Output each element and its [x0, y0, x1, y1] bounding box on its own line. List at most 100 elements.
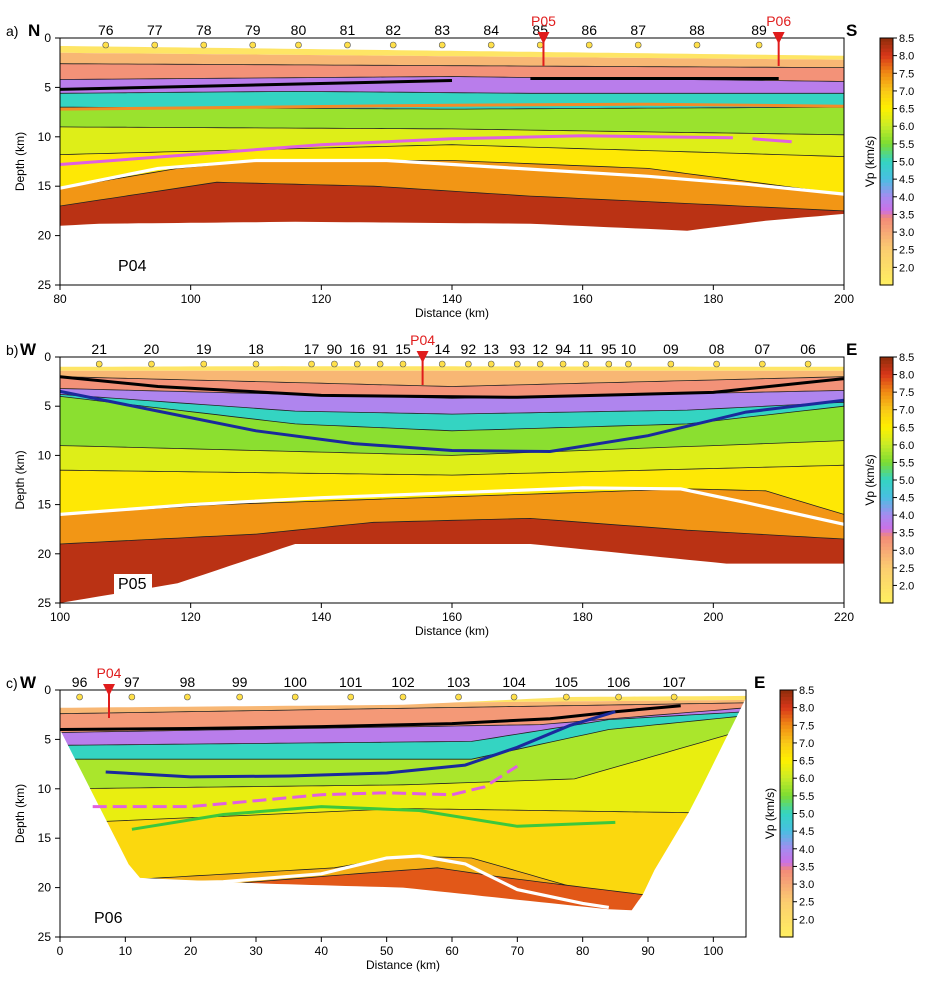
velocity-band: [60, 396, 844, 456]
y-axis-label: Depth (km): [13, 450, 27, 509]
station-marker: [399, 693, 407, 701]
colorbar-swatch: [780, 926, 793, 931]
colorbar-tick-label: 5.5: [899, 139, 914, 151]
colorbar-swatch: [780, 757, 793, 762]
station-marker: [615, 693, 622, 701]
x-tick-label: 0: [57, 944, 64, 958]
y-tick-label: 5: [44, 732, 51, 746]
colorbar-swatch: [880, 595, 893, 601]
colorbar-swatch: [880, 136, 893, 141]
colorbar-swatch: [880, 497, 893, 502]
colorbar-swatch: [880, 402, 893, 407]
colorbar-swatch: [880, 179, 893, 184]
x-tick-label: 80: [576, 944, 590, 958]
station-marker: [438, 360, 446, 368]
panel-c: 0 10 20 30 40 50 60 70 80 90 100 0 5 10 15 20 25 Distance…: [6, 665, 814, 972]
x-tick-label: 20: [184, 944, 198, 958]
colorbar-swatch: [880, 122, 893, 127]
crossing-label: P05: [531, 13, 556, 29]
station-marker: [95, 360, 103, 368]
colorbar-swatch: [880, 182, 893, 187]
station-marker: [759, 360, 766, 368]
x-tick-label: 160: [573, 292, 593, 306]
station-label: 78: [196, 22, 212, 38]
colorbar-swatch: [880, 165, 893, 170]
y-axis-label: Depth (km): [13, 784, 27, 843]
station-label: 13: [483, 341, 499, 357]
colorbar-swatch: [880, 553, 893, 558]
colorbar-swatch: [880, 399, 893, 404]
station-marker: [563, 693, 570, 701]
station-label: 94: [555, 341, 571, 357]
colorbar-swatch: [880, 588, 893, 594]
station-label: 103: [447, 674, 471, 690]
colorbar-swatch: [880, 465, 893, 471]
colorbar-tick-label: 5.5: [899, 457, 914, 469]
colorbar-swatch: [880, 94, 893, 99]
colorbar-swatch: [880, 455, 893, 460]
colorbar-swatch: [880, 560, 893, 565]
colorbar-swatch: [880, 423, 893, 428]
colorbar-swatch: [880, 270, 893, 276]
colorbar-swatch: [880, 101, 893, 106]
crossing-label: P04: [97, 665, 122, 681]
colorbar-swatch: [880, 126, 893, 131]
colorbar-swatch: [880, 441, 893, 446]
profile-label-box: P05: [114, 574, 152, 594]
velocity-contour: [60, 144, 844, 157]
colorbar-swatch: [780, 820, 793, 825]
station-marker: [487, 41, 495, 49]
colorbar-swatch: [880, 157, 893, 163]
profile-label-bg: [114, 574, 152, 594]
colorbar-swatch: [780, 813, 793, 818]
colorbar-swatch: [880, 193, 893, 198]
colorbar-swatch: [880, 539, 893, 544]
colorbar-swatch: [880, 592, 893, 597]
colorbar-swatch: [780, 799, 793, 804]
station-marker: [252, 360, 260, 368]
colorbar-swatch: [880, 472, 893, 478]
right-direction: S: [846, 21, 857, 40]
colorbar-swatch: [880, 200, 893, 205]
colorbar-swatch: [880, 504, 893, 509]
colorbar-swatch: [780, 693, 793, 698]
crossing-marker: [772, 32, 785, 44]
colorbar-tick-label: 4.0: [899, 192, 914, 204]
station-label: 14: [434, 341, 450, 357]
colorbar-swatch: [880, 274, 893, 279]
colorbar-swatch: [780, 862, 793, 868]
station-marker: [128, 693, 136, 701]
colorbar-swatch: [880, 260, 893, 265]
colorbar-swatch: [780, 873, 793, 878]
colorbar-label: Vp (km/s): [763, 788, 777, 839]
interface-blue: [59, 389, 845, 454]
colorbar-tick-label: 3.5: [799, 861, 814, 873]
station-marker: [713, 360, 720, 368]
colorbar-swatch: [780, 760, 793, 765]
colorbar-tick-label: 8.0: [799, 703, 814, 715]
station-marker: [347, 693, 355, 701]
station-label: 08: [709, 341, 725, 357]
station-marker: [582, 360, 590, 368]
station-marker: [438, 41, 446, 49]
x-axis-label: Distance (km): [415, 624, 489, 638]
station-label: 83: [434, 22, 450, 38]
colorbar-swatch: [880, 574, 893, 579]
velocity-model: [60, 45, 844, 231]
x-tick-label: 80: [53, 292, 67, 306]
velocity-band: [60, 160, 844, 211]
x-tick-label: 50: [380, 944, 394, 958]
interface-orange: [59, 102, 845, 111]
velocity-band: [60, 808, 746, 908]
colorbar-swatch: [880, 45, 893, 50]
colorbar-swatch: [780, 690, 793, 695]
station-label: 98: [180, 674, 196, 690]
colorbar-swatch: [780, 848, 793, 853]
left-direction: W: [20, 340, 37, 359]
velocity-band: [60, 365, 844, 371]
velocity-contour: [60, 90, 844, 94]
x-tick-label: 220: [834, 610, 854, 624]
colorbar-swatch: [880, 494, 893, 499]
left-direction: N: [28, 21, 40, 40]
colorbar-swatch: [780, 771, 793, 776]
